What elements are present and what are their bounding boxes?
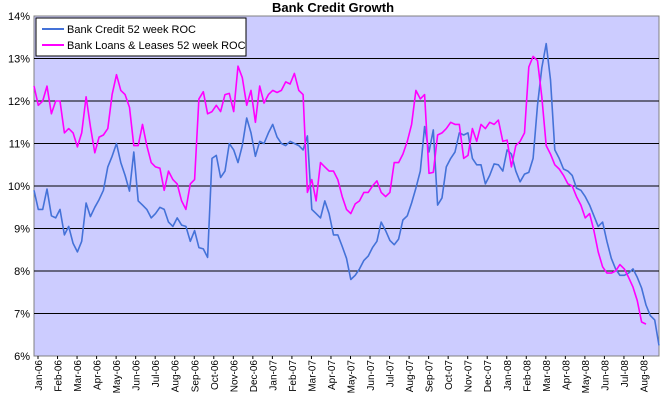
- x-tick-label: Apr-06: [93, 360, 104, 390]
- x-tick-label: Mar-06: [73, 360, 84, 392]
- x-tick-label: Feb-06: [54, 360, 65, 392]
- x-tick-label: Jan-07: [268, 360, 279, 391]
- legend-label-bank-loans: Bank Loans & Leases 52 week ROC: [67, 40, 246, 52]
- x-tick-label: Apr-07: [327, 360, 338, 390]
- y-tick-label: 7%: [14, 309, 30, 321]
- x-tick-label: Feb-07: [288, 360, 299, 392]
- y-tick-label: 6%: [14, 351, 30, 363]
- x-tick-label: Mar-07: [307, 360, 318, 392]
- y-tick-label: 13%: [8, 54, 30, 66]
- x-tick-label: Jun-08: [600, 360, 611, 391]
- x-tick-label: Apr-08: [561, 360, 572, 390]
- x-tick-label: Mar-08: [542, 360, 553, 392]
- x-tick-label: Jan-06: [34, 360, 45, 391]
- x-tick-label: Jul-07: [386, 360, 397, 388]
- x-tick-label: Oct-06: [210, 360, 221, 390]
- x-tick-label: Jul-06: [151, 360, 162, 388]
- x-tick-label: Sep-07: [425, 360, 436, 393]
- x-tick-label: Nov-07: [464, 360, 475, 393]
- x-tick-label: Jan-08: [503, 360, 514, 391]
- x-tick-label: Sep-06: [190, 360, 201, 393]
- series-line-bank-loans: [33, 55, 647, 325]
- y-tick-label: 12%: [8, 96, 30, 108]
- x-tick-label: Feb-08: [522, 360, 533, 392]
- x-tick-label: Oct-07: [444, 360, 455, 390]
- y-tick-label: 9%: [14, 224, 30, 236]
- y-tick-label: 14%: [8, 11, 30, 23]
- x-tick-label: Aug-07: [405, 360, 416, 393]
- series-lines: [33, 42, 660, 346]
- x-tick-label: Nov-06: [229, 360, 240, 393]
- chart-title: Bank Credit Growth: [272, 0, 394, 15]
- legend-box: [35, 17, 247, 57]
- y-tick-label: 11%: [9, 139, 30, 151]
- legend: Bank Credit 52 week ROC Bank Loans & Lea…: [35, 17, 247, 57]
- x-tick-label: Jun-06: [132, 360, 143, 391]
- x-tick-label: Dec-07: [483, 360, 494, 393]
- x-tick-label: Aug-08: [639, 360, 650, 393]
- y-tick-label: 8%: [14, 266, 30, 278]
- x-tick-label: May-08: [581, 360, 592, 394]
- x-tick-label: May-07: [347, 360, 358, 394]
- x-tick-label: May-06: [112, 360, 123, 394]
- series-line-bank-credit: [33, 42, 660, 346]
- y-axis: 6% 7% 8% 9% 10% 11% 12% 13% 14%: [8, 11, 30, 363]
- x-tick-label: Jul-08: [620, 360, 631, 388]
- x-axis: Jan-06 Feb-06 Mar-06 Apr-06 May-06 Jun-06 Jul-…: [34, 356, 650, 393]
- y-tick-label: 10%: [8, 181, 30, 193]
- legend-label-bank-credit: Bank Credit 52 week ROC: [67, 24, 196, 36]
- x-tick-label: Aug-06: [171, 360, 182, 393]
- x-tick-label: Dec-06: [249, 360, 260, 393]
- x-tick-label: Jun-07: [366, 360, 377, 391]
